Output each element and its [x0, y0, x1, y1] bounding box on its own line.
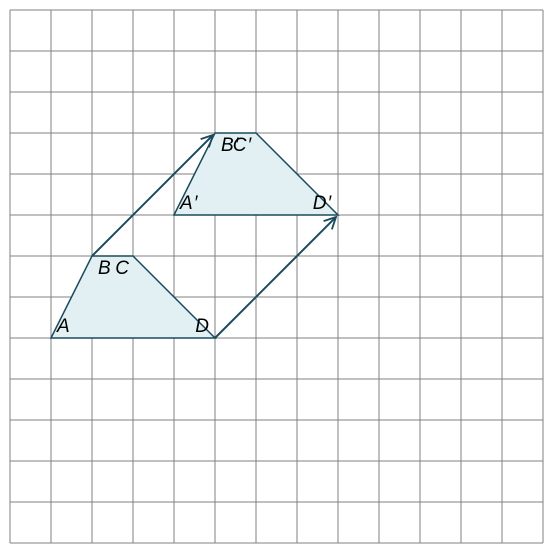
- vertex-label-Dp: D′: [313, 193, 333, 214]
- vertex-label-B: B: [98, 258, 111, 279]
- vertex-label-Ap: A′: [179, 193, 199, 214]
- geometry-diagram: ABCDA′B′C′D′: [0, 0, 550, 550]
- vertex-label-C: C: [115, 258, 129, 279]
- vertex-label-Cp: C′: [233, 135, 253, 156]
- diagram-container: ABCDA′B′C′D′: [0, 0, 550, 550]
- vertex-label-A: A: [56, 316, 70, 337]
- translation-arrow-1: [215, 218, 335, 338]
- vertex-label-D: D: [195, 316, 209, 337]
